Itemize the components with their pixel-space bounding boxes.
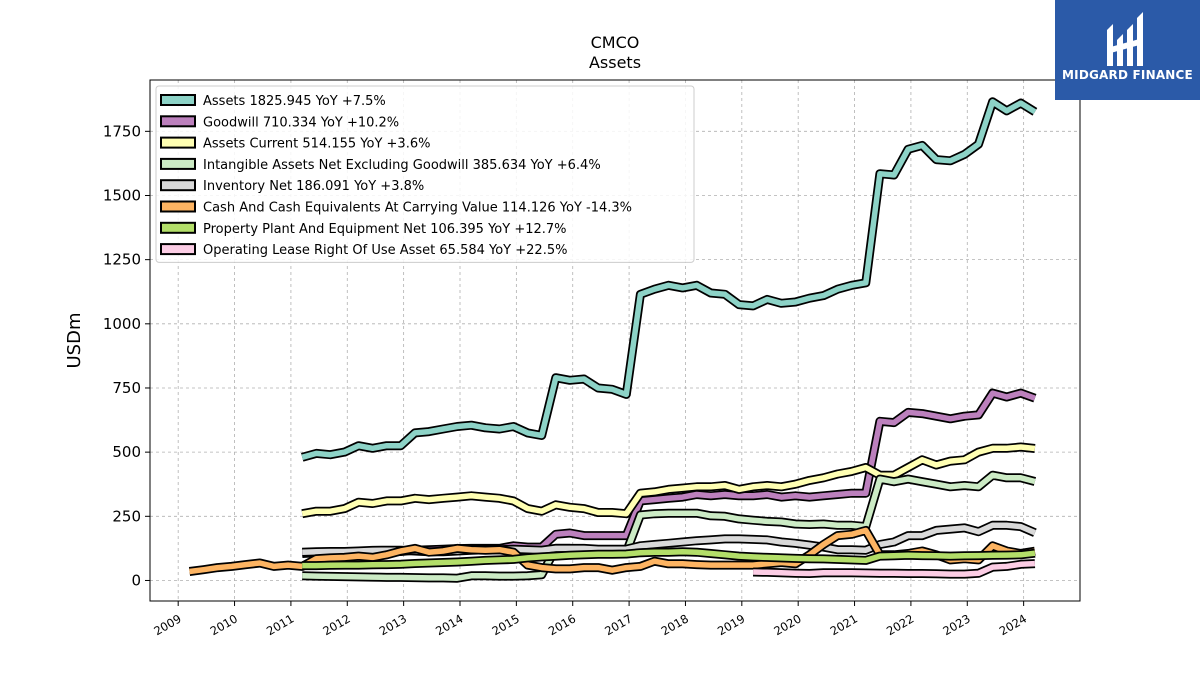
legend-swatch	[160, 115, 196, 128]
y-tick-label: 1000	[103, 315, 141, 333]
x-tick-label: 2019	[715, 611, 747, 638]
x-tick-label: 2024	[997, 611, 1029, 638]
x-tick-label: 2016	[546, 611, 578, 638]
y-tick-label: 1750	[103, 122, 141, 140]
series-assets	[301, 97, 1038, 462]
legend-entry: Assets 1825.945 YoY +7.5%	[203, 94, 386, 109]
x-tick-label: 2013	[377, 611, 409, 638]
series-line	[301, 444, 1036, 517]
x-tick-label: 2022	[884, 611, 916, 638]
x-tick-label: 2018	[659, 611, 691, 638]
series-goodwill	[301, 388, 1037, 558]
legend-swatch	[160, 243, 196, 256]
legend-entry: Inventory Net 186.091 YoY +3.8%	[203, 179, 424, 194]
legend-swatch	[160, 179, 196, 192]
y-tick-label: 1250	[103, 251, 141, 269]
series-assets-current	[301, 442, 1036, 519]
legend-swatch	[160, 136, 196, 149]
y-tick-label: 250	[112, 507, 141, 525]
legend-entry: Property Plant And Equipment Net 106.395…	[203, 222, 567, 237]
x-tick-label: 2011	[264, 611, 296, 638]
legend-swatch	[160, 94, 196, 106]
legend-box	[155, 85, 695, 263]
series-line	[753, 560, 1036, 577]
series-line	[302, 472, 1036, 581]
x-tick-label: 2023	[940, 611, 972, 638]
y-tick-label: 0	[131, 571, 141, 589]
brand-name: MIDGARD FINANCE	[1062, 68, 1193, 82]
x-tick-label: 2009	[151, 611, 183, 638]
x-tick-label: 2017	[602, 611, 634, 638]
legend-entry: Intangible Assets Net Excluding Goodwill…	[203, 158, 601, 173]
y-tick-label: 500	[112, 443, 141, 461]
y-axis-label: USDm	[64, 313, 85, 369]
series-operating-lease-right-of-use-asset	[753, 559, 1036, 579]
legend: Assets 1825.945 YoY +7.5% Goodwill 710.33…	[155, 85, 695, 263]
midgard-logo-icon	[1107, 12, 1143, 66]
legend-swatch	[160, 157, 196, 170]
x-tick-label: 2021	[828, 611, 860, 638]
legend-entry: Operating Lease Right Of Use Asset 65.58…	[203, 243, 567, 258]
y-tick-label: 750	[112, 379, 141, 397]
x-tick-label: 2020	[771, 611, 803, 638]
legend-swatch	[160, 200, 196, 213]
legend-entry: Cash And Cash Equivalents At Carrying Va…	[203, 201, 632, 216]
plot-frame	[149, 79, 1081, 602]
series-line	[301, 99, 1037, 460]
x-tick-label: 2010	[208, 611, 240, 638]
series-outline	[301, 388, 1037, 558]
legend-entry: Assets Current 514.155 YoY +3.6%	[203, 137, 430, 152]
chart-subtitle: Assets	[588, 53, 642, 72]
series-property-plant-and-equipment-net	[302, 547, 1036, 571]
legend-entry: Goodwill 710.334 YoY +10.2%	[203, 115, 399, 130]
series-intangible-assets-net-excluding-goodwill	[302, 470, 1037, 583]
x-tick-label: 2012	[320, 611, 352, 638]
brand-logo: MIDGARD FINANCE	[1055, 0, 1200, 100]
legend-swatch	[160, 221, 196, 234]
series-line	[302, 548, 1036, 569]
chart-title: CMCO	[590, 33, 640, 52]
y-tick-label: 1500	[103, 186, 141, 204]
x-tick-label: 2014	[433, 611, 465, 638]
x-tick-label: 2015	[490, 611, 522, 638]
